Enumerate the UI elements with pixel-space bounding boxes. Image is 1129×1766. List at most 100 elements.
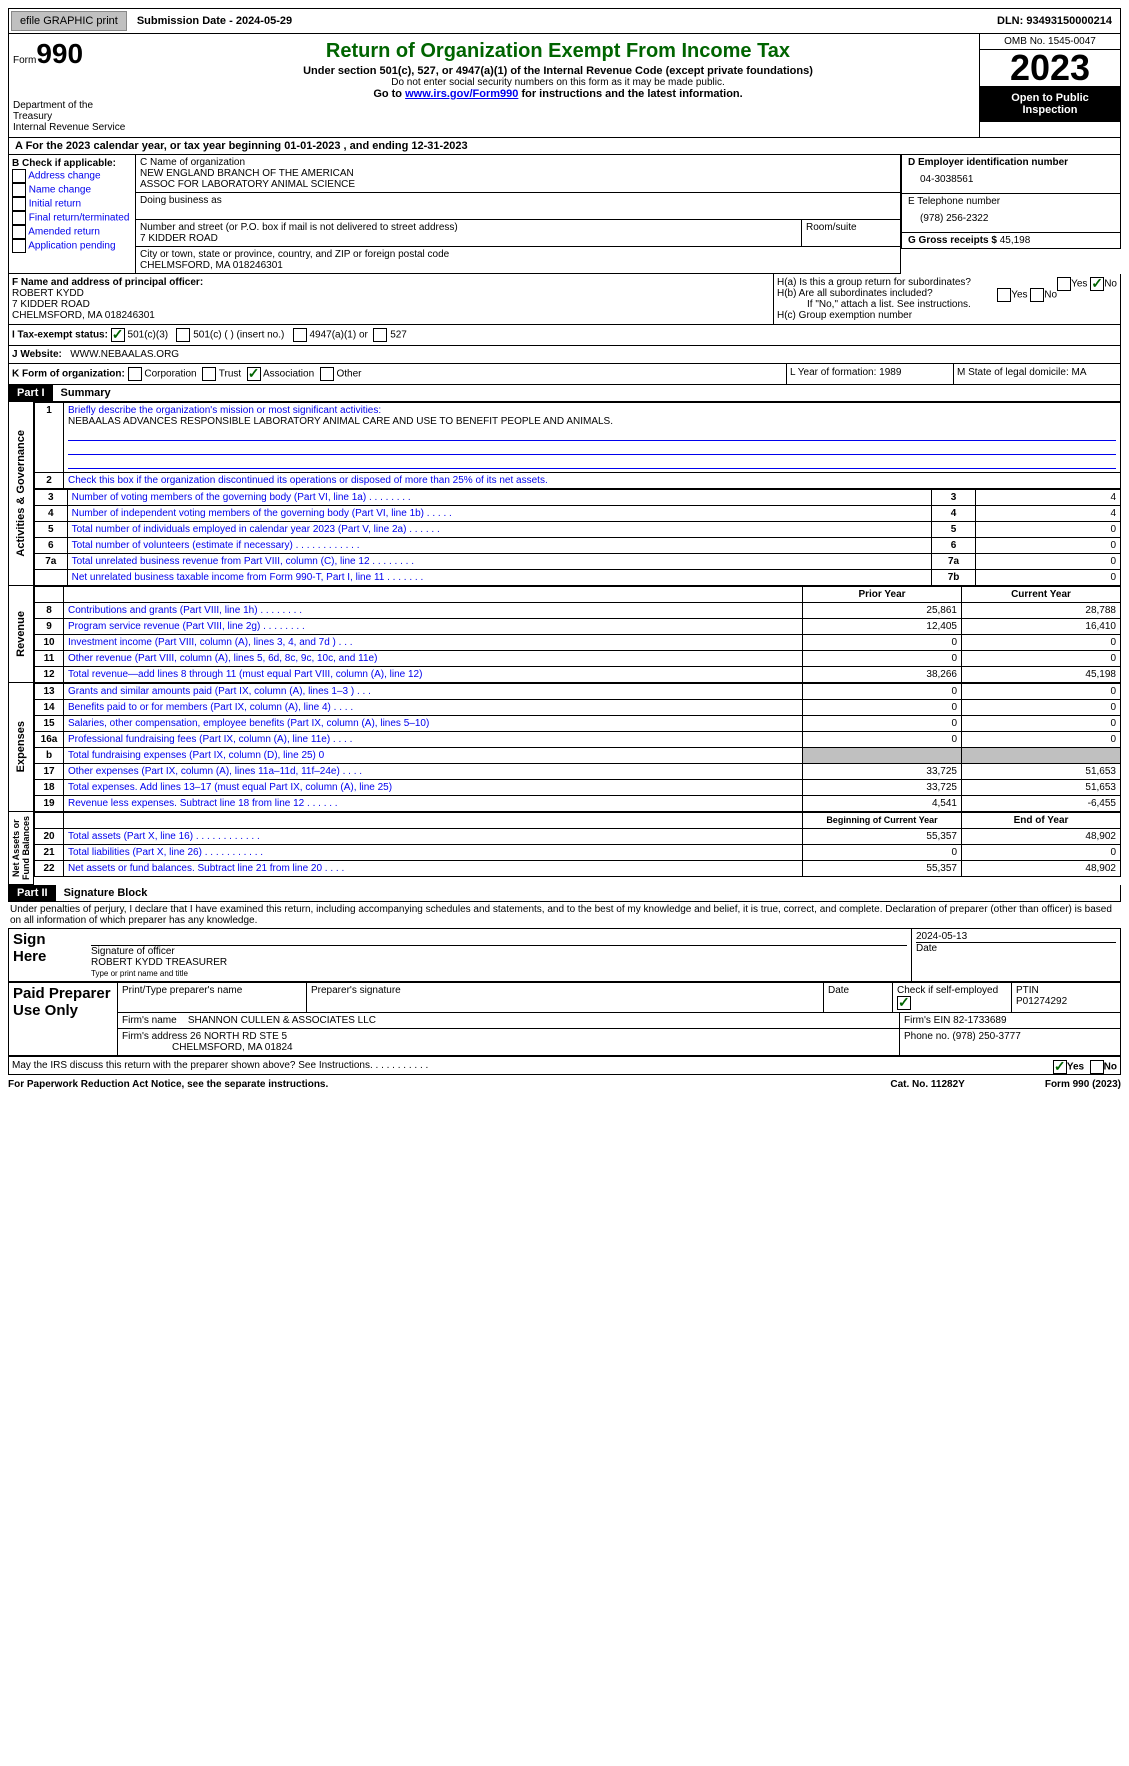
prep-name-label: Print/Type preparer's name xyxy=(118,983,307,1012)
room-label: Room/suite xyxy=(806,222,857,233)
firm-ein: 82-1733689 xyxy=(953,1015,1006,1026)
city: CHELMSFORD, MA 018246301 xyxy=(140,260,283,271)
hb-no[interactable] xyxy=(1030,288,1044,302)
firm-addr: 26 NORTH RD STE 5 xyxy=(190,1031,287,1042)
date-label: Date xyxy=(916,943,937,954)
footer-cat: Cat. No. 11282Y xyxy=(890,1079,964,1090)
signature-block: Sign Here Signature of officerROBERT KYD… xyxy=(8,928,1121,983)
form-label: Form xyxy=(13,55,36,66)
entity-block: B Check if applicable: Address change Na… xyxy=(8,155,1121,274)
sign-here: Sign Here xyxy=(9,929,87,981)
chk-527[interactable] xyxy=(373,328,387,342)
expenses-section: Expenses 13Grants and similar amounts pa… xyxy=(8,683,1121,812)
part1-title: Summary xyxy=(53,385,119,401)
officer-city: CHELMSFORD, MA 018246301 xyxy=(12,310,155,321)
gross-label: G Gross receipts $ xyxy=(908,235,997,246)
form-title: Return of Organization Exempt From Incom… xyxy=(141,40,975,63)
chk-assoc[interactable] xyxy=(247,367,261,381)
chk-501c3[interactable] xyxy=(111,328,125,342)
form-header: Form990 Department of the Treasury Inter… xyxy=(8,34,1121,138)
officer-sig-name: ROBERT KYDD TREASURER xyxy=(91,957,227,968)
discuss-yes[interactable] xyxy=(1053,1060,1067,1074)
dln: DLN: 93493150000214 xyxy=(989,12,1120,30)
footer-left: For Paperwork Reduction Act Notice, see … xyxy=(8,1079,328,1090)
firm-ein-label: Firm's EIN xyxy=(904,1015,950,1026)
firm-name: SHANNON CULLEN & ASSOCIATES LLC xyxy=(188,1015,376,1026)
ptin-label: PTIN xyxy=(1016,985,1039,996)
ag-side-label: Activities & Governance xyxy=(13,426,29,561)
phone-label: E Telephone number xyxy=(908,196,1000,207)
ein: 04-3038561 xyxy=(908,168,1114,191)
sig-date: 2024-05-13 xyxy=(916,931,967,942)
perjury-declaration: Under penalties of perjury, I declare th… xyxy=(8,902,1121,928)
line2: Check this box if the organization disco… xyxy=(64,473,1121,489)
year-formation: L Year of formation: 1989 xyxy=(787,364,954,385)
chk-final: Final return/terminated xyxy=(12,211,132,225)
phone: (978) 256-2322 xyxy=(908,207,1114,230)
top-bar: efile GRAPHIC print Submission Date - 20… xyxy=(8,8,1121,34)
section-c: C Name of organizationNEW ENGLAND BRANCH… xyxy=(136,155,901,274)
part2-header: Part II Signature Block xyxy=(8,885,1121,902)
chk-other[interactable] xyxy=(320,367,334,381)
org-form-label: K Form of organization: xyxy=(12,369,125,380)
chk-trust[interactable] xyxy=(202,367,216,381)
dept-treasury: Department of the Treasury Internal Reve… xyxy=(13,100,133,133)
officer-name: ROBERT KYDD xyxy=(12,288,84,299)
chk-corp[interactable] xyxy=(128,367,142,381)
chk-address: Address change xyxy=(12,169,132,183)
hb-yes[interactable] xyxy=(997,288,1011,302)
chk-4947[interactable] xyxy=(293,328,307,342)
footer-right: Form 990 (2023) xyxy=(1045,1079,1121,1090)
city-label: City or town, state or province, country… xyxy=(140,249,449,260)
org-name: NEW ENGLAND BRANCH OF THE AMERICAN ASSOC… xyxy=(140,168,355,190)
activities-governance: Activities & Governance 1Briefly describ… xyxy=(8,402,1121,586)
hc-label: H(c) Group exemption number xyxy=(777,310,1117,321)
firm-phone-label: Phone no. xyxy=(904,1031,950,1042)
name-title-label: Type or print name and title xyxy=(91,969,188,978)
goto-prefix: Go to xyxy=(373,88,405,100)
part2-title: Signature Block xyxy=(56,885,156,901)
firm-phone: (978) 250-3777 xyxy=(952,1031,1020,1042)
firm-name-label: Firm's name xyxy=(122,1015,177,1026)
dba-label: Doing business as xyxy=(140,195,222,206)
subtitle-2: Do not enter social security numbers on … xyxy=(141,77,975,88)
irs-link[interactable]: www.irs.gov/Form990 xyxy=(405,88,518,100)
street: 7 KIDDER ROAD xyxy=(140,233,218,244)
netassets-section: Net Assets or Fund Balances Beginning of… xyxy=(8,812,1121,885)
ha-no[interactable] xyxy=(1090,277,1104,291)
website-label: J Website: xyxy=(12,349,62,360)
chk-501c[interactable] xyxy=(176,328,190,342)
part1-label: Part I xyxy=(9,385,53,401)
street-label: Number and street (or P.O. box if mail i… xyxy=(140,222,458,233)
prep-date-label: Date xyxy=(824,983,893,1012)
chk-initial: Initial return xyxy=(12,197,132,211)
revenue-section: Revenue Prior YearCurrent Year8Contribut… xyxy=(8,586,1121,683)
goto-suffix: for instructions and the latest informat… xyxy=(518,88,742,100)
page-footer: For Paperwork Reduction Act Notice, see … xyxy=(8,1075,1121,1094)
na-side-label: Net Assets or Fund Balances xyxy=(9,812,33,884)
chk-self-employed[interactable] xyxy=(897,996,911,1010)
chk-pending: Application pending xyxy=(12,239,132,253)
tax-status-label: I Tax-exempt status: xyxy=(12,330,108,341)
chk-name: Name change xyxy=(12,183,132,197)
sig-officer-label: Signature of officer xyxy=(91,946,175,957)
part2-label: Part II xyxy=(9,885,56,901)
prep-sig-label: Preparer's signature xyxy=(307,983,824,1012)
org-name-label: C Name of organization xyxy=(140,157,245,168)
officer-street: 7 KIDDER ROAD xyxy=(12,299,90,310)
period-a: A For the 2023 calendar year, or tax yea… xyxy=(8,138,1121,155)
subtitle-1: Under section 501(c), 527, or 4947(a)(1)… xyxy=(141,65,975,77)
discuss-question: May the IRS discuss this return with the… xyxy=(12,1060,428,1071)
gross-receipts: 45,198 xyxy=(1000,235,1031,246)
officer-label: F Name and address of principal officer: xyxy=(12,277,203,288)
part1-header: Part I Summary xyxy=(8,385,1121,402)
discuss-no[interactable] xyxy=(1090,1060,1104,1074)
ha-yes[interactable] xyxy=(1057,277,1071,291)
ptin: P01274292 xyxy=(1016,996,1067,1007)
state-domicile: M State of legal domicile: MA xyxy=(954,364,1121,385)
mission: NEBAALAS ADVANCES RESPONSIBLE LABORATORY… xyxy=(68,416,613,427)
chk-amended: Amended return xyxy=(12,225,132,239)
section-right: D Employer identification number04-30385… xyxy=(901,155,1121,274)
ha-label: H(a) Is this a group return for subordin… xyxy=(777,277,971,288)
efile-print-button[interactable]: efile GRAPHIC print xyxy=(11,11,127,31)
